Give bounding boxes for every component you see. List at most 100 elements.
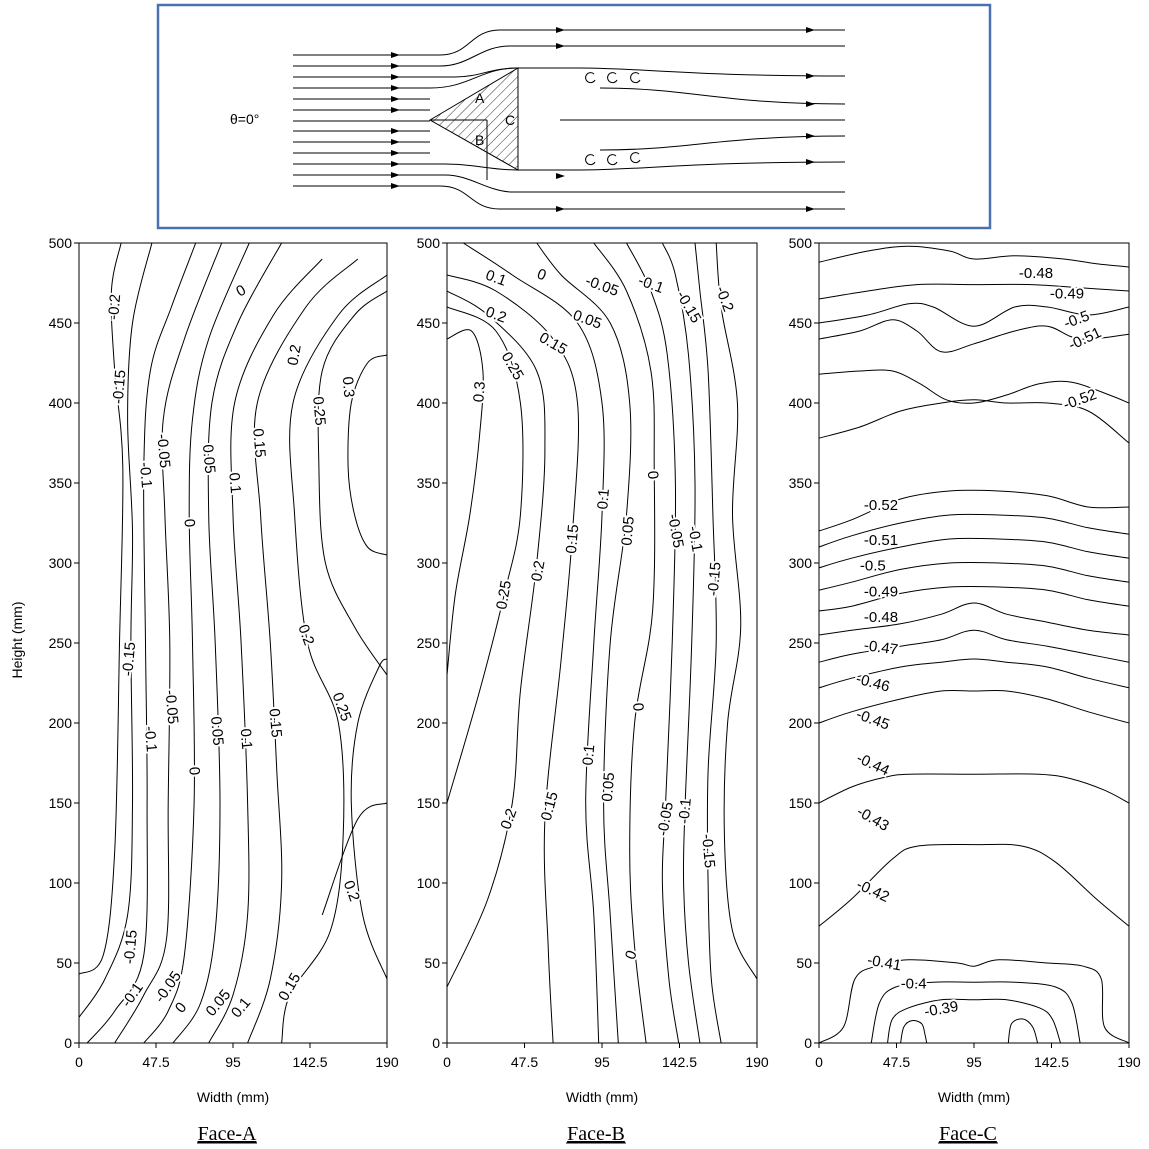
x-tick-label: 190	[375, 1054, 399, 1070]
flow-arrow	[806, 101, 815, 107]
flow-arrow	[391, 52, 400, 58]
flow-arrow	[391, 107, 400, 113]
contour-line	[694, 243, 722, 1043]
contour-line	[715, 243, 757, 980]
contour-line	[447, 290, 546, 988]
contour-label: 0.1	[594, 488, 613, 510]
contour-label: -0.1	[141, 725, 160, 752]
contour-line	[114, 243, 223, 1043]
y-tick-label: 400	[417, 395, 441, 411]
contour-label: -0.5	[860, 558, 886, 575]
contour-line	[447, 274, 580, 1043]
y-tick-label: 250	[49, 635, 73, 651]
flow-arrow	[391, 161, 400, 167]
contour-label: -0.1	[136, 461, 155, 488]
contour-label: 0.25	[329, 690, 355, 723]
y-tick-label: 150	[789, 795, 813, 811]
x-tick-label: 142.5	[662, 1054, 697, 1070]
contour-line	[819, 489, 1129, 532]
diagram-border	[156, 3, 992, 230]
flow-arrow	[391, 183, 400, 189]
contour-line	[79, 243, 153, 1018]
contour-line	[819, 369, 1129, 404]
contour-line	[819, 399, 1129, 444]
prism-body	[429, 67, 519, 171]
panel-face-c: -0.48-0.49-0.5-0.51-0.52-0.52-0.51-0.5-0…	[789, 235, 1141, 1145]
x-tick-label: 0	[443, 1054, 451, 1070]
y-tick-label: 150	[49, 795, 73, 811]
contour-label: 0	[185, 766, 203, 776]
contour-label: -0.41	[866, 952, 903, 975]
contour-label: 0	[172, 999, 190, 1016]
contour-line	[819, 302, 1129, 327]
contour-line	[447, 329, 484, 676]
contour-label: -0.2	[105, 293, 124, 320]
contour-label: -0.44	[854, 750, 892, 780]
contour-label: 0	[644, 470, 662, 480]
contour-label: -0.45	[854, 706, 892, 734]
x-tick-label: 95	[225, 1054, 241, 1070]
streamline	[293, 29, 845, 56]
contour-line	[819, 689, 1129, 724]
x-tick-label: 190	[1117, 1054, 1141, 1070]
contour-label: 0	[535, 266, 549, 285]
contour-label: 0.3	[339, 376, 358, 398]
contour-line	[887, 998, 1061, 1043]
contour-label: -0.52	[864, 497, 898, 514]
angle-label: θ=0°	[230, 111, 259, 127]
flow-arrow	[391, 96, 400, 102]
vortex-mark	[630, 152, 641, 164]
region-label-b: B	[475, 132, 484, 148]
contour-line	[172, 243, 283, 1043]
y-tick-label: 250	[417, 635, 441, 651]
contour-label: -0.15	[698, 833, 718, 869]
flow-arrows	[391, 27, 815, 212]
contour-label: -0.49	[864, 583, 898, 600]
flow-arrow	[556, 27, 565, 33]
contour-label: -0.48	[864, 609, 898, 626]
y-tick-label: 200	[417, 715, 441, 731]
flow-arrow	[806, 159, 815, 165]
contour-line	[819, 773, 1129, 804]
flow-arrow	[806, 27, 815, 33]
contour-label: -0.05	[161, 689, 181, 725]
contour-label: 0.05	[203, 986, 235, 1019]
y-tick-label: 50	[56, 955, 72, 971]
contour-label: -0.48	[1019, 265, 1053, 282]
contour-line	[350, 658, 387, 980]
y-tick-label: 450	[49, 315, 73, 331]
y-tick-label: 250	[789, 635, 813, 651]
contour-line	[281, 274, 387, 1043]
contour-label: 0.15	[538, 790, 562, 823]
y-tick-label: 200	[49, 715, 73, 731]
y-tick-label: 300	[417, 555, 441, 571]
contour-label: -0.49	[1050, 286, 1084, 303]
contour-label: 0.15	[536, 329, 570, 358]
y-tick-label: 0	[432, 1035, 440, 1051]
contour-line	[900, 1019, 928, 1043]
flow-arrow	[391, 150, 400, 156]
vortex-mark	[607, 72, 618, 84]
contour-lines	[819, 245, 1129, 1043]
plot-frame	[446, 242, 758, 1044]
y-tick-label: 500	[789, 235, 813, 251]
streamline	[293, 45, 845, 67]
vortex-marks	[585, 72, 641, 166]
streamline	[293, 185, 845, 210]
streamline	[293, 161, 846, 171]
contour-label: -0.15	[673, 288, 705, 326]
contour-label: 0.15	[249, 428, 268, 459]
contour-label: 0.2	[528, 559, 548, 582]
contour-line	[347, 354, 387, 556]
contour-label: -0.1	[636, 272, 666, 297]
contour-line	[819, 537, 1129, 569]
y-tick-label: 100	[49, 875, 73, 891]
x-axis-label: Width (mm)	[566, 1089, 638, 1105]
y-tick-label: 50	[424, 955, 440, 971]
x-tick-label: 0	[815, 1054, 823, 1070]
contour-label: 0.1	[225, 472, 244, 494]
contour-label: -0.1	[684, 525, 705, 553]
region-label-a: A	[475, 90, 485, 106]
y-tick-label: 400	[789, 395, 813, 411]
contour-label: -0.15	[705, 561, 725, 597]
